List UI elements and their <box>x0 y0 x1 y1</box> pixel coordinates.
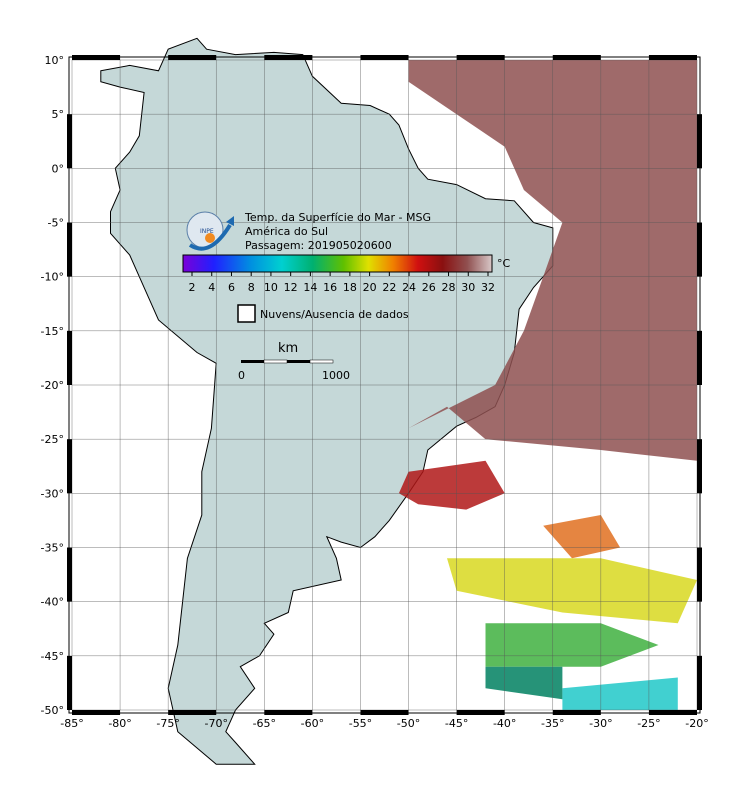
scale-end: 1000 <box>322 369 350 382</box>
frame-segment <box>552 55 601 60</box>
colorbar-label: 32 <box>481 281 495 294</box>
frame-segment <box>552 710 601 715</box>
frame-segment <box>67 655 72 710</box>
sst-patch <box>543 515 621 559</box>
colorbar-label: 20 <box>363 281 377 294</box>
colorbar-label: 4 <box>208 281 215 294</box>
frame-segment <box>697 547 702 602</box>
sst-patch <box>398 460 505 510</box>
lat-label: -40° <box>41 596 64 609</box>
frame-segment <box>168 55 217 60</box>
colorbar <box>182 254 493 273</box>
lon-label: -35° <box>541 717 564 730</box>
lat-label: -10° <box>41 271 64 284</box>
logo-text: INPE <box>200 228 214 235</box>
frame-segment <box>67 330 72 385</box>
lat-label: -20° <box>41 379 64 392</box>
region: América do Sul <box>245 225 328 238</box>
frame-segment <box>456 710 505 715</box>
frame-segment <box>67 222 72 277</box>
colorbar-label: 6 <box>228 281 235 294</box>
lon-label: -40° <box>493 717 516 730</box>
lat-label: -45° <box>41 650 64 663</box>
lon-label: -70° <box>204 717 227 730</box>
colorbar-label: 8 <box>248 281 255 294</box>
lon-label: -20° <box>685 717 708 730</box>
lon-label: -75° <box>156 717 179 730</box>
colorbar-label: 10 <box>264 281 278 294</box>
colorbar-unit: °C <box>497 257 511 270</box>
frame-segment <box>67 439 72 494</box>
colorbar-label: 24 <box>402 281 416 294</box>
colorbar-label: 2 <box>189 281 196 294</box>
logo: INPE <box>186 211 234 251</box>
frame-segment <box>264 55 313 60</box>
frame-segment <box>67 547 72 602</box>
colorbar-label: 14 <box>303 281 317 294</box>
frame-segment <box>168 710 217 715</box>
lat-label: 0° <box>52 162 65 175</box>
frame-segment <box>67 114 72 169</box>
scale-bar <box>263 359 288 364</box>
frame-segment <box>264 710 313 715</box>
colorbar-label: 16 <box>323 281 337 294</box>
frame-segment <box>72 710 121 715</box>
scale-unit: km <box>278 341 298 356</box>
frame <box>67 55 702 715</box>
lon-label: -80° <box>108 717 131 730</box>
lat-label: -5° <box>48 217 64 230</box>
sst-patch <box>485 623 659 667</box>
lat-label: -35° <box>41 542 64 555</box>
frame-segment <box>697 330 702 385</box>
colorbar-label: 30 <box>461 281 475 294</box>
lon-label: -25° <box>637 717 660 730</box>
lat-label: 10° <box>45 54 65 67</box>
sst-patch <box>485 666 563 700</box>
lon-label: -50° <box>397 717 420 730</box>
frame-segment <box>697 439 702 494</box>
colorbar-label: 28 <box>442 281 456 294</box>
lon-label: -65° <box>253 717 276 730</box>
frame-segment <box>648 710 697 715</box>
lon-label: -30° <box>589 717 612 730</box>
lat-label: -30° <box>41 487 64 500</box>
frame-segment <box>697 655 702 710</box>
lat-label: 5° <box>52 108 65 121</box>
frame-segment <box>72 55 121 60</box>
colorbar-label: 22 <box>382 281 396 294</box>
frame-segment <box>456 55 505 60</box>
sst-patch <box>562 677 678 710</box>
lon-label: -55° <box>349 717 372 730</box>
scale-start: 0 <box>238 369 245 382</box>
title: Temp. da Superfície do Mar - MSG <box>244 211 431 224</box>
frame-segment <box>360 55 409 60</box>
sst-patch <box>447 558 697 624</box>
pass: Passagem: 201905020600 <box>245 239 392 252</box>
colorbar-label: 26 <box>422 281 436 294</box>
lat-label: -15° <box>41 325 64 338</box>
legend-label: Nuvens/Ausencia de dados <box>260 308 409 321</box>
lon-label: -85° <box>60 717 83 730</box>
lon-label: -60° <box>301 717 324 730</box>
frame-segment <box>697 222 702 277</box>
colorbar-label: 18 <box>343 281 357 294</box>
frame-segment <box>360 710 409 715</box>
lat-label: -25° <box>41 433 64 446</box>
lon-label: -45° <box>445 717 468 730</box>
legend-swatch <box>237 304 256 323</box>
colorbar-label: 12 <box>284 281 298 294</box>
frame-segment <box>648 55 697 60</box>
frame-segment <box>697 114 702 169</box>
lat-label: -50° <box>41 704 64 717</box>
scale-bar <box>309 359 334 364</box>
